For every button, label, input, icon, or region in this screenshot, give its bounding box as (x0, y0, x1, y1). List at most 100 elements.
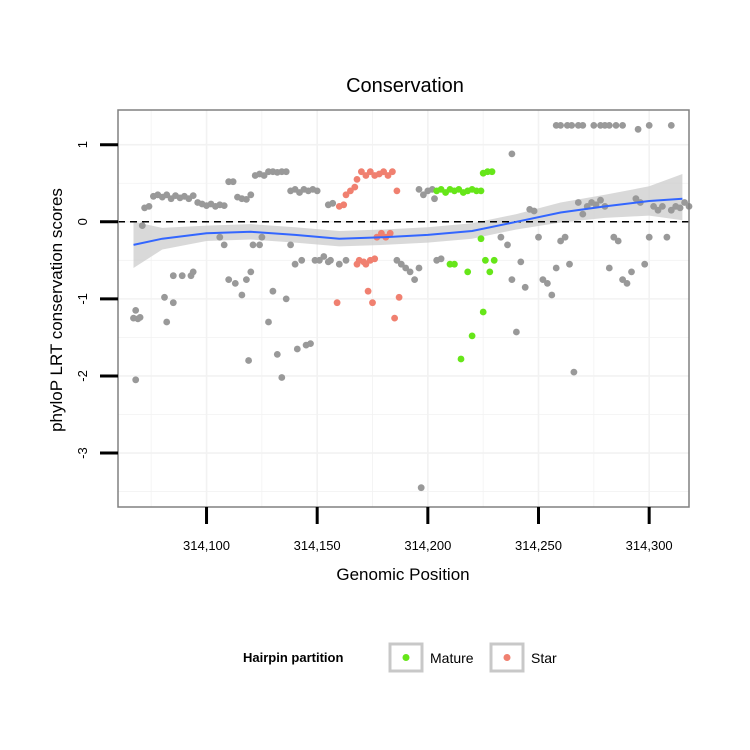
point-star (364, 287, 372, 295)
point-other (614, 237, 622, 245)
point-other (667, 206, 675, 214)
point-other (258, 233, 266, 241)
point-other (619, 122, 626, 129)
point-other (243, 196, 250, 203)
point-other (189, 192, 197, 200)
point-other (579, 122, 587, 129)
point-mature (451, 260, 458, 268)
point-other (552, 264, 560, 272)
legend-key-mature (402, 654, 410, 661)
point-other (307, 340, 314, 347)
point-other (517, 258, 525, 266)
point-other (293, 345, 301, 353)
point-other (437, 255, 445, 263)
point-other (169, 299, 177, 307)
point-star (393, 187, 401, 195)
point-other (574, 199, 582, 206)
y-tick-label: 1 (75, 141, 90, 148)
point-other (663, 233, 671, 241)
point-star (380, 168, 387, 176)
point-other (605, 264, 613, 272)
point-other (260, 172, 268, 179)
point-other (225, 276, 233, 283)
plot-panel (118, 110, 689, 507)
point-other (632, 195, 640, 203)
point-other (561, 233, 569, 241)
point-other (402, 264, 410, 272)
point-other (641, 260, 649, 268)
point-mature (477, 235, 485, 243)
x-tick-label: 314,150 (294, 538, 341, 553)
point-other (287, 241, 294, 249)
smooth-line (133, 197, 683, 246)
x-tick-label: 314,200 (404, 538, 451, 553)
point-other (654, 206, 662, 214)
smooth-curve (133, 197, 683, 246)
y-tick-label: 0 (75, 218, 90, 225)
point-star (366, 168, 374, 176)
point-other (282, 168, 290, 176)
grid-lines (118, 110, 689, 507)
point-other (320, 253, 328, 260)
legend-key-star (503, 654, 511, 661)
legend-label-star: Star (531, 650, 557, 666)
point-star (391, 314, 398, 322)
point-other (508, 150, 516, 158)
point-star (362, 260, 370, 268)
point-other (231, 280, 239, 287)
point-other (521, 283, 529, 291)
point-other (590, 122, 598, 129)
point-star (369, 299, 376, 307)
y-tick-label: -2 (75, 370, 90, 382)
point-star (358, 168, 365, 176)
point-other (535, 233, 542, 241)
point-other (667, 122, 675, 129)
point-mature (482, 256, 489, 264)
point-mature (488, 168, 496, 176)
point-other (393, 256, 401, 264)
point-other (169, 272, 177, 280)
point-other (681, 199, 688, 206)
point-other (316, 256, 323, 264)
point-star (386, 229, 394, 237)
point-other (278, 374, 286, 381)
point-other (220, 241, 228, 249)
legend-label-mature: Mature (430, 650, 474, 666)
point-star (340, 201, 348, 209)
x-tick-label: 314,250 (515, 538, 562, 553)
point-mature (486, 268, 494, 276)
point-other (238, 291, 246, 299)
point-other (645, 233, 653, 241)
plot-border (117, 109, 690, 508)
point-mature (490, 256, 498, 264)
point-other (132, 307, 140, 314)
point-other (273, 351, 281, 358)
point-other (265, 318, 272, 326)
point-other (138, 222, 146, 230)
point-star (353, 176, 361, 183)
point-star (362, 172, 370, 179)
point-other (329, 199, 337, 207)
point-star (389, 168, 396, 176)
point-other (605, 122, 613, 129)
point-other (610, 233, 618, 241)
point-other (163, 318, 171, 326)
y-axis-title: phyloP LRT conservation scores (47, 188, 66, 432)
point-other (417, 484, 425, 492)
y-tick-label: -3 (75, 447, 90, 459)
point-other (628, 268, 635, 276)
point-other (557, 237, 564, 245)
point-other (313, 187, 321, 195)
point-other (163, 191, 171, 199)
point-other (256, 241, 263, 249)
point-other (216, 233, 224, 241)
point-other (513, 328, 520, 336)
chart-title: Conservation (346, 75, 464, 97)
point-other (645, 122, 653, 129)
point-other (623, 280, 631, 287)
point-other (291, 260, 299, 268)
point-other (411, 276, 418, 283)
point-other (568, 122, 576, 129)
point-other (189, 268, 197, 276)
point-other (557, 122, 564, 129)
